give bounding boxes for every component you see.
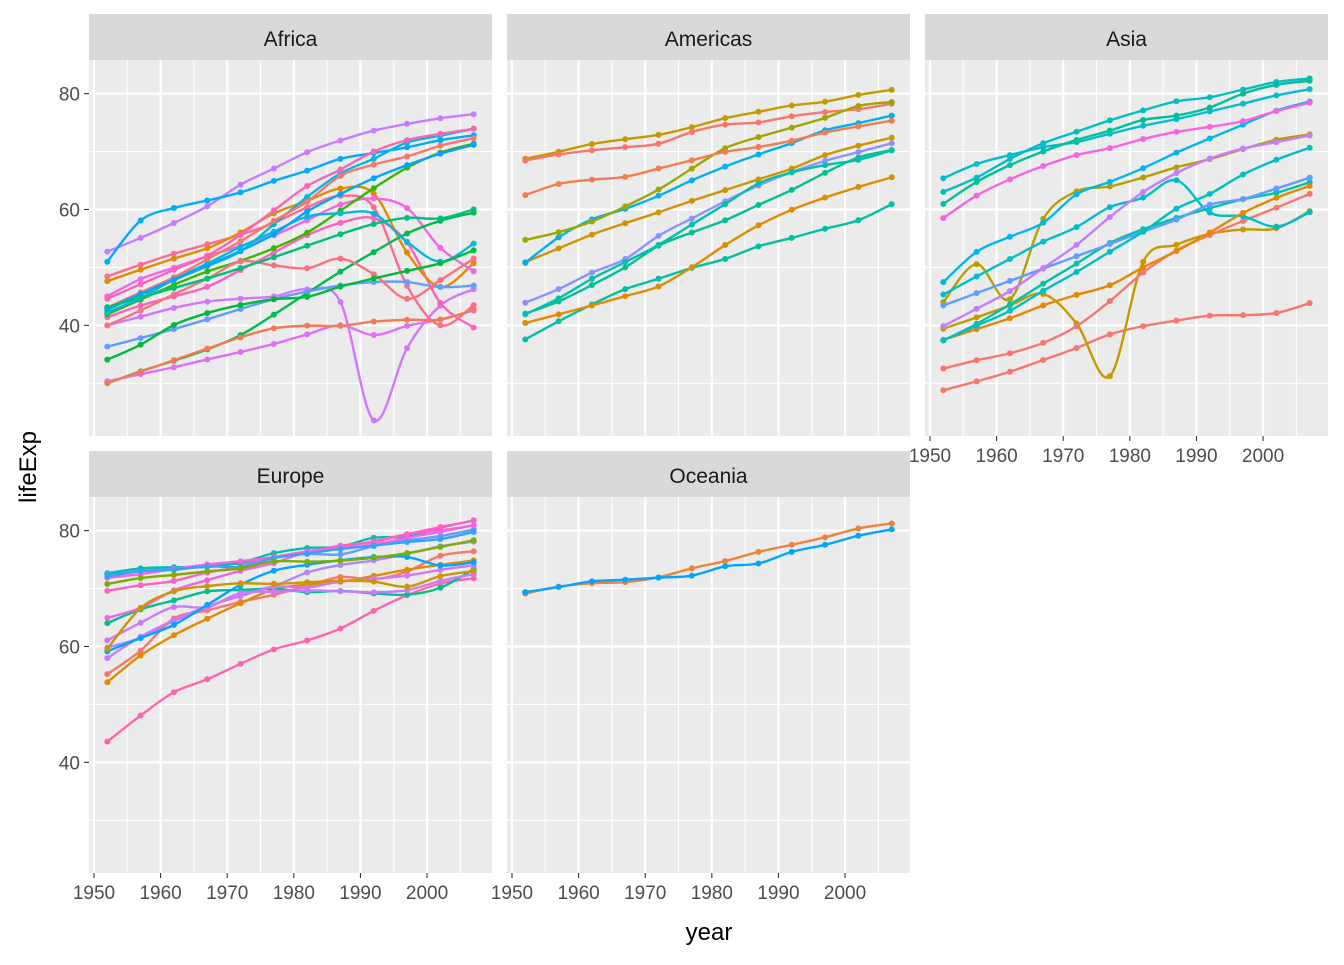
panel-background xyxy=(89,497,492,873)
panel-background xyxy=(89,60,492,436)
smooth-line xyxy=(942,178,1311,296)
smooth-line xyxy=(106,185,475,289)
x-axis-title: year xyxy=(686,919,733,946)
x-tick-label: 1960 xyxy=(139,883,181,904)
panel-background xyxy=(507,497,910,873)
y-tick-label: 60 xyxy=(59,637,80,658)
x-tick-label: 1980 xyxy=(691,883,733,904)
smooth-line xyxy=(106,143,474,310)
strip-label: Asia xyxy=(1106,28,1147,51)
data-point xyxy=(470,125,477,132)
y-axis-title: lifeExp xyxy=(15,431,42,503)
strip-background xyxy=(925,14,1328,60)
smooth-line xyxy=(106,216,475,329)
smooth-line xyxy=(943,192,1311,370)
smooth-line xyxy=(524,148,892,315)
strip-background xyxy=(507,14,910,60)
strip-background xyxy=(507,451,910,497)
x-tick-label: 1970 xyxy=(624,883,666,904)
x-tick-label: 1970 xyxy=(206,883,248,904)
smooth-line xyxy=(524,136,892,264)
smooth-line xyxy=(106,569,474,650)
strip-label: Americas xyxy=(665,28,753,51)
smooth-line xyxy=(524,149,893,316)
strip-label: Africa xyxy=(264,28,318,51)
panel-asia: Asia 1950 1960 1970 1980 1990 2000 xyxy=(909,14,1328,467)
smooth-line xyxy=(942,176,1311,307)
strip-background xyxy=(89,451,492,497)
smooth-line xyxy=(942,79,1310,205)
smooth-line xyxy=(525,522,892,595)
smooth-line xyxy=(942,184,1311,342)
smooth-line xyxy=(942,77,1310,194)
x-tick-label: 1950 xyxy=(909,446,951,467)
panel-background xyxy=(925,60,1328,436)
smooth-line xyxy=(106,308,475,385)
smooth-line xyxy=(107,280,474,348)
x-tick-label: 1960 xyxy=(975,446,1017,467)
smooth-line xyxy=(942,101,1310,220)
x-tick-label: 2000 xyxy=(824,883,866,904)
smooth-line xyxy=(106,555,474,653)
smooth-line xyxy=(106,127,474,300)
smooth-line xyxy=(106,134,474,263)
smooth-line xyxy=(942,100,1310,284)
smooth-line xyxy=(942,146,1311,342)
smooth-line xyxy=(106,249,475,361)
smooth-line xyxy=(107,309,474,383)
x-tick-label: 2000 xyxy=(406,883,448,904)
smooth-line xyxy=(106,197,475,298)
smooth-line xyxy=(525,176,893,325)
smooth-line xyxy=(524,142,892,304)
y-tick-label: 40 xyxy=(59,753,80,774)
smooth-line xyxy=(943,302,1311,392)
x-tick-label: 1990 xyxy=(1175,446,1217,467)
panel-africa: Africa 40 60 80 xyxy=(59,14,492,436)
smooth-line xyxy=(106,257,475,327)
smooth-line xyxy=(106,573,474,642)
smooth-line xyxy=(525,88,892,160)
panel-background xyxy=(507,60,910,436)
y-tick-label: 60 xyxy=(59,200,80,221)
smooth-line xyxy=(525,100,892,242)
y-tick-label: 40 xyxy=(59,316,80,337)
smooth-line xyxy=(107,539,474,586)
x-tick-label: 1960 xyxy=(557,883,599,904)
x-tick-label: 2000 xyxy=(1242,446,1284,467)
panel-oceania: Oceania 1950 1960 1970 1980 1990 2000 xyxy=(491,451,910,904)
x-tick-label: 1970 xyxy=(1042,446,1084,467)
smooth-line xyxy=(107,530,474,578)
smooth-line xyxy=(106,194,475,327)
smooth-line xyxy=(524,119,892,197)
smooth-line xyxy=(942,88,1310,180)
smooth-line xyxy=(107,286,475,422)
x-tick-label: 1980 xyxy=(1109,446,1151,467)
smooth-line xyxy=(106,208,475,309)
strip-background xyxy=(89,14,492,60)
x-tick-label: 1950 xyxy=(73,883,115,904)
panel-americas: Americas xyxy=(507,14,910,436)
y-tick-label: 80 xyxy=(59,85,80,106)
smooth-line xyxy=(525,102,892,162)
y-tick-label: 80 xyxy=(59,522,80,543)
smooth-line xyxy=(525,528,892,594)
panel-europe: Europe 40 60 80 1950 1960 1970 1980 1990 2000 xyxy=(59,451,492,904)
panels: Africa 40 60 80 Americas Asia 1950 1960 1970 1980… xyxy=(59,14,1328,904)
strip-label: Europe xyxy=(257,465,325,488)
smooth-line xyxy=(942,134,1310,328)
x-tick-label: 1990 xyxy=(757,883,799,904)
smooth-line xyxy=(106,113,474,253)
x-tick-label: 1950 xyxy=(491,883,533,904)
x-tick-label: 1980 xyxy=(273,883,315,904)
strip-label: Oceania xyxy=(669,465,748,488)
x-tick-label: 1990 xyxy=(339,883,381,904)
smooth-line xyxy=(106,564,474,660)
